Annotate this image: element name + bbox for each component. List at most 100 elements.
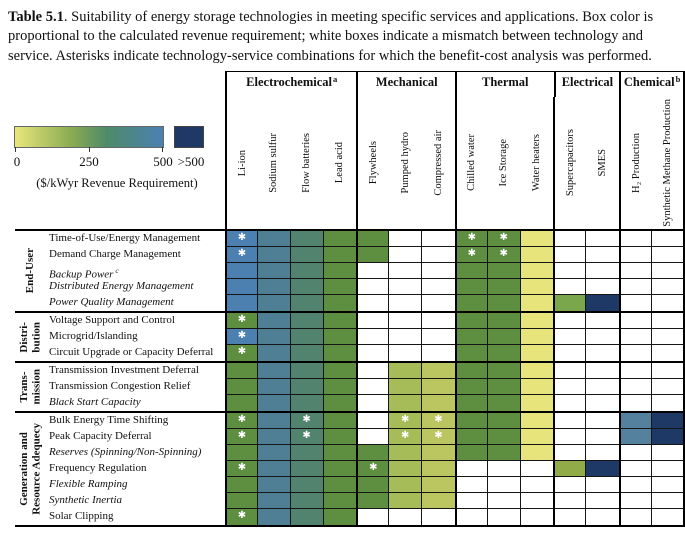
matrix-cell (389, 492, 423, 509)
tech-col-3: Flow batteries (291, 97, 324, 229)
matrix-cell (225, 278, 258, 295)
tech-label: Flow batteries (301, 132, 313, 193)
tech-group-header-row: Electrochemical a Mechanical Thermal Electri… (15, 70, 685, 97)
matrix-cell (586, 313, 620, 329)
matrix-cell (553, 344, 587, 361)
matrix-cell (225, 294, 258, 311)
matrix-cell (225, 362, 258, 379)
matrix-cell (586, 445, 620, 461)
tech-group-label: Electrochemical (246, 74, 333, 89)
matrix-cell (389, 476, 423, 493)
matrix-cell-asterisk: ✱ (454, 246, 488, 263)
service-name: Transmission Investment Deferral (49, 363, 199, 376)
service-row: Microgrid/Islanding ✱ (45, 328, 685, 345)
caption-label: Table 5.1 (8, 9, 64, 25)
tech-label: Water heaters (531, 134, 543, 192)
matrix-cell (257, 444, 291, 461)
suitability-matrix: Electrochemical a Mechanical Thermal Electri… (15, 70, 685, 527)
matrix-cell (422, 329, 455, 345)
service-rows: Transmission Investment Deferral Transmis… (45, 362, 685, 411)
tech-label: Ice Storage (498, 139, 510, 187)
matrix-cell (290, 312, 324, 329)
matrix-cell-asterisk: ✱ (225, 412, 258, 429)
matrix-cell (290, 508, 324, 525)
matrix-cell (553, 246, 587, 263)
matrix-cell (586, 477, 620, 493)
matrix-cell (619, 294, 652, 311)
matrix-cell (553, 444, 587, 461)
matrix-cell (487, 328, 521, 345)
matrix-cell (454, 492, 488, 509)
colorbar-legend: 0 250 500 >500 ($/kWyr Revenue Requireme… (14, 125, 226, 191)
matrix-cell (290, 328, 324, 345)
tech-label: Sodium sulfur (268, 132, 280, 193)
matrix-cell (487, 378, 521, 395)
matrix-cell (422, 345, 455, 361)
service-name: Circuit Upgrade or Capacity Deferral (49, 345, 214, 358)
matrix-cell (553, 460, 587, 477)
matrix-cell (520, 477, 554, 493)
matrix-cell (553, 492, 587, 509)
matrix-cell (422, 492, 455, 509)
matrix-cell (619, 476, 652, 493)
tech-col-2: Sodium sulfur (258, 97, 291, 229)
matrix-cell (487, 344, 521, 361)
matrix-cell (323, 362, 357, 379)
service-group-label: Generation and Resource Adequecy (15, 413, 45, 525)
service-row: Transmission Congestion Relief (45, 378, 685, 395)
matrix-cell-asterisk: ✱ (487, 246, 521, 263)
matrix-cell (619, 278, 652, 295)
matrix-cell-asterisk: ✱ (487, 230, 521, 247)
matrix-cell (323, 394, 357, 411)
matrix-cell (487, 492, 521, 509)
service-row: Transmission Investment Deferral (45, 362, 685, 379)
tech-label: Chilled water (466, 134, 478, 192)
matrix-cell (586, 413, 620, 429)
matrix-cell (553, 362, 587, 379)
tech-col-11: Supercapacitors (553, 96, 586, 229)
tech-col-4: Lead acid (324, 97, 357, 229)
tech-group-chemical: Chemical b (619, 70, 685, 97)
matrix-cell (257, 230, 291, 247)
legend-caption: ($/kWyr Revenue Requirement) (36, 175, 198, 190)
matrix-cell (422, 263, 455, 279)
matrix-cell (323, 412, 357, 429)
service-name: Time-of-Use/Energy Management (49, 231, 201, 244)
matrix-cell (586, 247, 620, 263)
matrix-cell (454, 394, 488, 411)
matrix-cell (422, 460, 455, 477)
service-label: Time-of-Use/Energy Management (45, 231, 225, 247)
matrix-cell (619, 444, 652, 461)
matrix-cell (487, 312, 521, 329)
service-label: Frequency Regulation (45, 461, 225, 477)
tech-label: Lead acid (334, 142, 346, 184)
service-name: Bulk Energy Time Shifting (49, 413, 169, 426)
service-group-4: Generation and Resource Adequecy Bulk Ene… (15, 410, 685, 527)
service-name: Black Start Capacity (49, 395, 141, 408)
matrix-cell (389, 262, 423, 279)
matrix-cell (454, 328, 488, 345)
service-name: Frequency Regulation (49, 461, 147, 474)
matrix-cell (586, 460, 620, 477)
matrix-cell (389, 394, 423, 411)
tech-group-label: Mechanical (375, 74, 438, 89)
matrix-cell (586, 395, 619, 411)
service-row: Distributed Energy Management (45, 278, 685, 295)
matrix-cell (454, 460, 488, 477)
matrix-cell (356, 378, 390, 395)
tech-label-row: Li-ion Sodium sulfur Flow batteries Lead ac… (15, 96, 685, 229)
matrix-cell (257, 460, 291, 477)
matrix-cell (553, 394, 587, 411)
matrix-cell (651, 246, 685, 263)
matrix-cell (619, 508, 652, 525)
matrix-cell (586, 363, 620, 379)
matrix-cell (323, 278, 357, 295)
matrix-cell (520, 312, 554, 329)
service-row: Frequency Regulation ✱ ✱ (45, 460, 685, 477)
matrix-cell (356, 492, 390, 509)
matrix-cell (389, 378, 423, 395)
service-group-label: Trans- mission (15, 363, 45, 411)
tech-label: Supercapacitors (564, 129, 576, 197)
suitability-figure: 0 250 500 >500 ($/kWyr Revenue Requireme… (0, 70, 685, 527)
matrix-cell (553, 328, 587, 345)
